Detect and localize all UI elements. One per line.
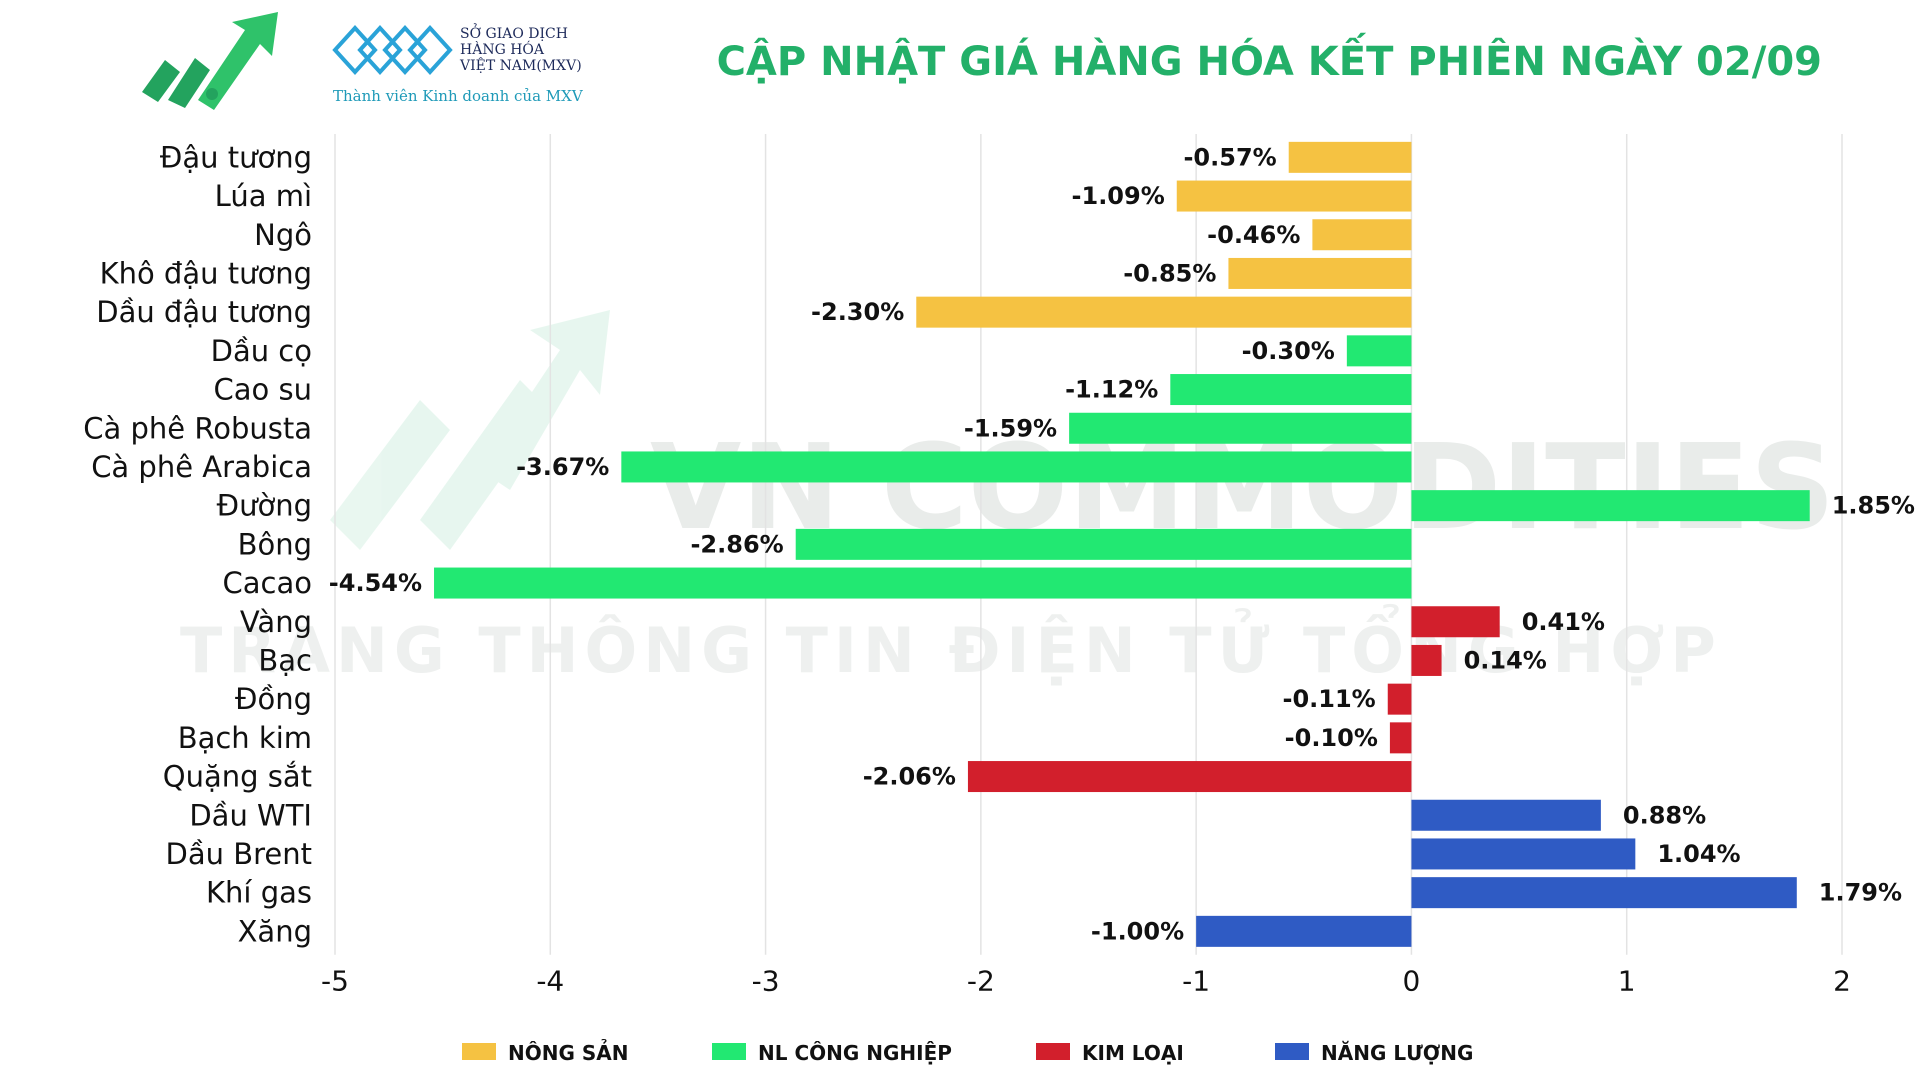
category-label: Ngô: [254, 218, 312, 252]
x-tick-label: 2: [1833, 965, 1851, 998]
legend-swatch: [1036, 1043, 1070, 1060]
legend-label: NL CÔNG NGHIỆP: [758, 1041, 952, 1065]
category-labels: Đậu tương Lúa mì Ngô Khô đậu tương Dầu đậu t…: [83, 140, 312, 948]
growth-arrow-icon: [142, 12, 278, 110]
legend-swatch: [712, 1043, 746, 1060]
data-label: 0.14%: [1464, 646, 1547, 674]
data-label: 1.79%: [1819, 879, 1902, 907]
category-label: Cà phê Robusta: [83, 411, 312, 445]
data-label: 0.41%: [1522, 608, 1605, 636]
mxv-diamond-icon: [332, 25, 453, 75]
bar: [1312, 219, 1412, 251]
bar: [1069, 412, 1412, 444]
x-tick-label: -1: [1182, 965, 1210, 998]
category-label: Dầu Brent: [166, 837, 312, 871]
watermark-arrow-icon: [330, 310, 610, 550]
data-label: -4.54%: [329, 569, 422, 597]
category-label: Bông: [238, 527, 312, 561]
x-tick-label: -3: [752, 965, 780, 998]
bar: [434, 567, 1412, 599]
legend: NÔNG SẢN NL CÔNG NGHIỆP KIM LOẠI NĂNG LƯỢNG: [462, 1040, 1473, 1065]
mxv-line2: HÀNG HÓA: [460, 40, 545, 58]
legend-label: NĂNG LƯỢNG: [1321, 1041, 1473, 1065]
category-label: Bạch kim: [178, 721, 312, 755]
category-label: Quặng sắt: [163, 760, 312, 794]
data-label: 1.85%: [1832, 492, 1915, 520]
x-tick-label: -5: [321, 965, 349, 998]
bar: [1389, 722, 1412, 754]
category-label: Dầu đậu tương: [96, 295, 312, 329]
x-tick-label: -2: [967, 965, 995, 998]
legend-swatch: [462, 1043, 496, 1060]
category-label: Cao su: [214, 373, 312, 407]
category-label: Khí gas: [206, 876, 312, 910]
x-tick-label: 1: [1618, 965, 1636, 998]
bar: [1411, 606, 1500, 638]
bar: [1411, 877, 1797, 909]
data-label: -2.06%: [863, 763, 956, 791]
bar: [1346, 335, 1412, 367]
data-label: -1.00%: [1091, 917, 1184, 945]
category-label: Khô đậu tương: [100, 256, 312, 290]
x-tick-label: 0: [1403, 965, 1421, 998]
legend-swatch: [1275, 1043, 1309, 1060]
data-label: -0.57%: [1183, 143, 1276, 171]
mxv-logo: SỞ GIAO DỊCH HÀNG HÓA VIỆT NAM(MXV) Thàn…: [332, 22, 584, 105]
bar: [1411, 799, 1601, 831]
bar: [967, 761, 1412, 793]
value-labels: -0.57% -1.09% -0.46% -0.85% -2.30% -0.30% -1.1…: [329, 143, 1915, 945]
data-label: -2.86%: [690, 530, 783, 558]
data-label: -1.12%: [1065, 376, 1158, 404]
data-label: -1.59%: [964, 414, 1057, 442]
category-label: Dầu cọ: [211, 334, 312, 368]
category-label: Dầu WTI: [189, 798, 312, 832]
category-label: Vàng: [240, 605, 312, 639]
data-label: -0.11%: [1283, 685, 1376, 713]
bar: [1387, 683, 1412, 715]
bar: [916, 296, 1412, 328]
category-label: Cà phê Arabica: [91, 450, 312, 484]
bar: [1411, 490, 1810, 522]
x-axis-ticks: -5 -4 -3 -2 -1 0 1 2: [321, 965, 1851, 998]
bar: [1288, 141, 1412, 173]
mxv-line3: VIỆT NAM(MXV): [459, 56, 582, 74]
bar: [1196, 915, 1412, 947]
bar: [795, 528, 1412, 560]
data-label: 0.88%: [1623, 801, 1706, 829]
bar: [1228, 257, 1412, 289]
category-label: Bạc: [258, 643, 312, 677]
page-title: CẬP NHẬT GIÁ HÀNG HÓA KẾT PHIÊN NGÀY 02/…: [717, 31, 1822, 85]
bars: [434, 141, 1810, 947]
data-label: -2.30%: [811, 298, 904, 326]
data-label: -0.46%: [1207, 221, 1300, 249]
data-label: -1.09%: [1072, 182, 1165, 210]
data-label: -0.10%: [1285, 724, 1378, 752]
x-tick-label: -4: [536, 965, 564, 998]
category-label: Đường: [217, 489, 312, 523]
category-label: Lúa mì: [215, 179, 312, 213]
legend-label: NÔNG SẢN: [508, 1040, 628, 1065]
data-label: 1.04%: [1657, 840, 1740, 868]
bar: [1411, 644, 1442, 676]
bar: [1170, 374, 1412, 406]
category-label: Cacao: [223, 566, 312, 600]
bar: [621, 451, 1412, 483]
category-label: Đồng: [235, 682, 312, 716]
category-label: Đậu tương: [160, 140, 312, 174]
brand-logo: [142, 12, 278, 110]
bar: [1411, 838, 1636, 870]
legend-label: KIM LOẠI: [1082, 1041, 1184, 1065]
data-label: -3.67%: [516, 453, 609, 481]
category-label: Xăng: [238, 914, 312, 948]
mxv-line1: SỞ GIAO DỊCH: [460, 22, 568, 42]
mxv-tagline: Thành viên Kinh doanh của MXV: [333, 87, 584, 105]
data-label: -0.85%: [1123, 259, 1216, 287]
data-label: -0.30%: [1242, 337, 1335, 365]
bar: [1176, 180, 1412, 212]
